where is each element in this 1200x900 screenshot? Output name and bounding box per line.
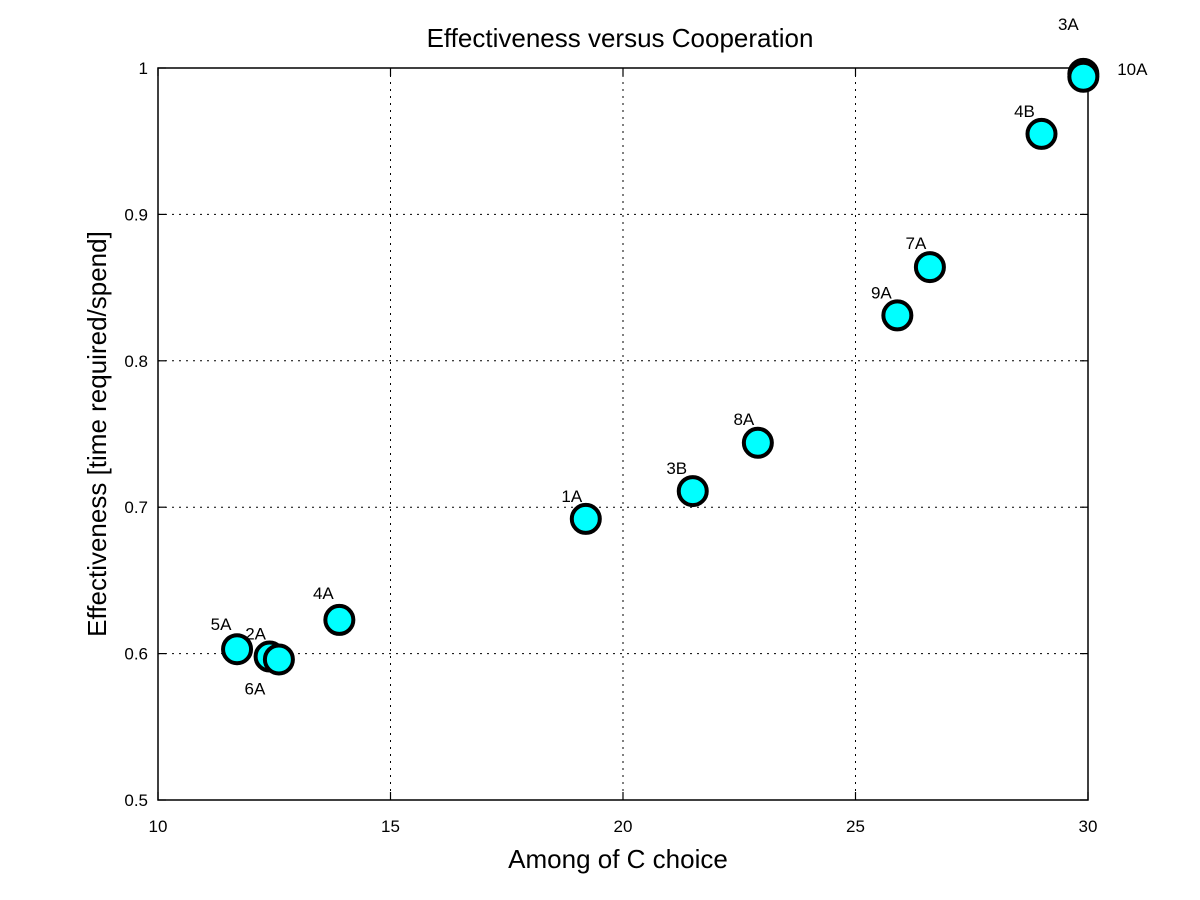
data-point [323,603,356,636]
x-tick-label: 25 [846,817,865,836]
data-point [676,475,709,508]
x-axis-label: Among of C choice [508,844,728,874]
point-label: 2A [245,625,266,644]
y-tick-label: 0.5 [124,791,148,810]
data-point [741,426,774,459]
y-tick-label: 0.9 [124,205,148,224]
x-tick-label: 10 [149,817,168,836]
axis-ticks: 10 15 20 25 30 0.5 0.6 0.7 0.8 0.9 1 [124,59,1097,836]
x-tick-label: 20 [614,817,633,836]
point-label: 4A [313,584,334,603]
point-label: 7A [906,234,927,253]
y-axis-label: Effectiveness [time required/spend] [82,231,112,637]
y-tick-label: 0.7 [124,498,148,517]
x-tick-label: 15 [381,817,400,836]
point-label: 3A [1058,15,1079,34]
data-point [881,299,914,332]
data-point [1067,60,1100,93]
point-label: 1A [561,487,582,506]
point-label: 4B [1014,102,1035,121]
chart-title: Effectiveness versus Cooperation [427,23,814,53]
point-label: 9A [871,283,892,302]
point-label: 8A [733,410,754,429]
point-label: 6A [245,679,266,698]
point-label: 10A [1117,60,1148,79]
data-point [262,643,295,676]
y-tick-label: 0.6 [124,645,148,664]
data-point [569,502,602,535]
data-points: 5A 2A 6A 4A 1A 3B 8A 9A 7A 4B 3A 10A [211,15,1148,699]
x-tick-label: 30 [1079,817,1098,836]
data-point [1025,117,1058,150]
grid-lines [158,68,1088,800]
data-point [221,633,254,666]
point-label: 5A [211,615,232,634]
point-label: 3B [666,459,687,478]
data-point [913,251,946,284]
y-tick-label: 1 [139,59,148,78]
y-tick-label: 0.8 [124,352,148,371]
